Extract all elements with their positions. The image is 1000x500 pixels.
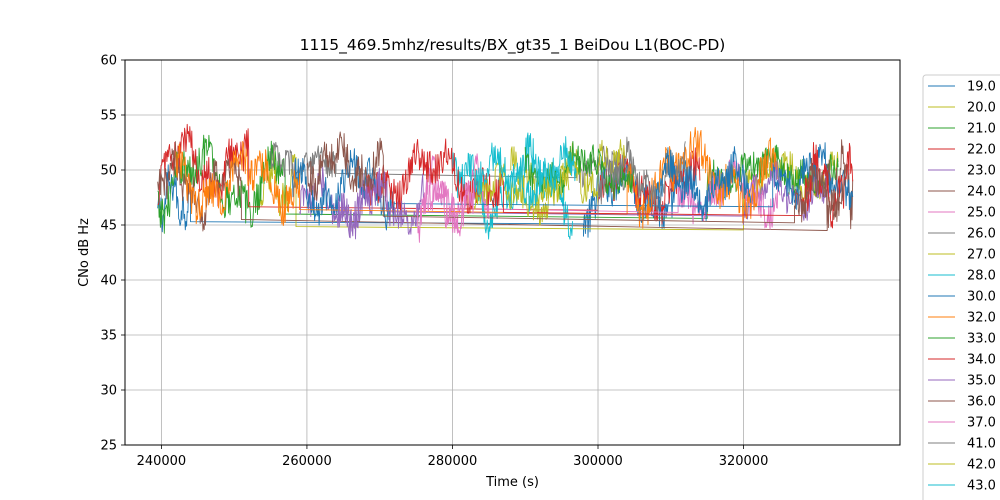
legend-label: 36.0 [967,395,996,410]
legend: 19.0 20.0 21.0 22.0 23.0 24.0 25.0 26.0 27.0 28.0… [922,74,1000,500]
legend-label: 22.0 [967,143,996,158]
x-axis-label: Time (s) [485,475,539,490]
legend-label: 30.0 [967,290,996,305]
legend-label: 21.0 [967,122,996,137]
y-tick-label: 60 [100,54,117,69]
series-line-34-0 [364,138,854,229]
legend-label: 37.0 [967,416,996,431]
legend-label: 24.0 [967,185,996,200]
x-tick-label: 320000 [719,454,769,469]
legend-frame [922,74,1000,500]
series-line-42-0 [473,160,570,221]
series-line-36-0 [306,131,846,229]
y-tick-label: 30 [100,384,117,399]
legend-label: 42.0 [967,458,996,473]
y-tick-label: 55 [100,109,117,124]
x-tick-label: 280000 [428,454,478,469]
series-layer [157,123,854,243]
series-line-30-0 [291,142,854,231]
ticks: 240000 260000 280000 300000 320000 25 30 35 40 45… [100,54,768,470]
x-tick-label: 240000 [137,454,187,469]
legend-label: 23.0 [967,164,996,179]
legend-label: 33.0 [967,332,996,347]
plot-frame [124,59,901,446]
legend-label: 32.0 [967,311,996,326]
legend-label: 27.0 [967,248,996,263]
legend-label: 41.0 [967,437,996,452]
legend-label: 26.0 [967,227,996,242]
y-tick-label: 40 [100,274,117,289]
legend-label: 25.0 [967,206,996,221]
series-line-35-0 [335,167,424,238]
legend-label: 20.0 [967,101,996,116]
y-tick-label: 45 [100,219,117,234]
y-tick-label: 50 [100,164,117,179]
legend-label: 34.0 [967,353,996,368]
series-line-43-0 [473,136,577,213]
chart-title: 1115_469.5mhz/results/BX_gt35_1 BeiDou L… [300,36,726,55]
x-tick-label: 300000 [573,454,623,469]
y-tick-label: 35 [100,329,117,344]
legend-label: 28.0 [967,269,996,284]
y-tick-label: 25 [100,439,117,454]
series-line-28-0 [452,132,573,240]
legend-label: 35.0 [967,374,996,389]
series-line-22-0 [157,123,701,225]
series-line-27-0 [510,139,628,226]
series-line-37-0 [415,179,475,243]
series-line-44-0 [655,146,752,222]
plot-area [125,60,900,445]
legend-label: 19.0 [967,80,996,95]
y-axis-label: CNo dB Hz [77,218,92,287]
legend-label: 43.0 [967,479,996,494]
x-tick-label: 260000 [282,454,332,469]
